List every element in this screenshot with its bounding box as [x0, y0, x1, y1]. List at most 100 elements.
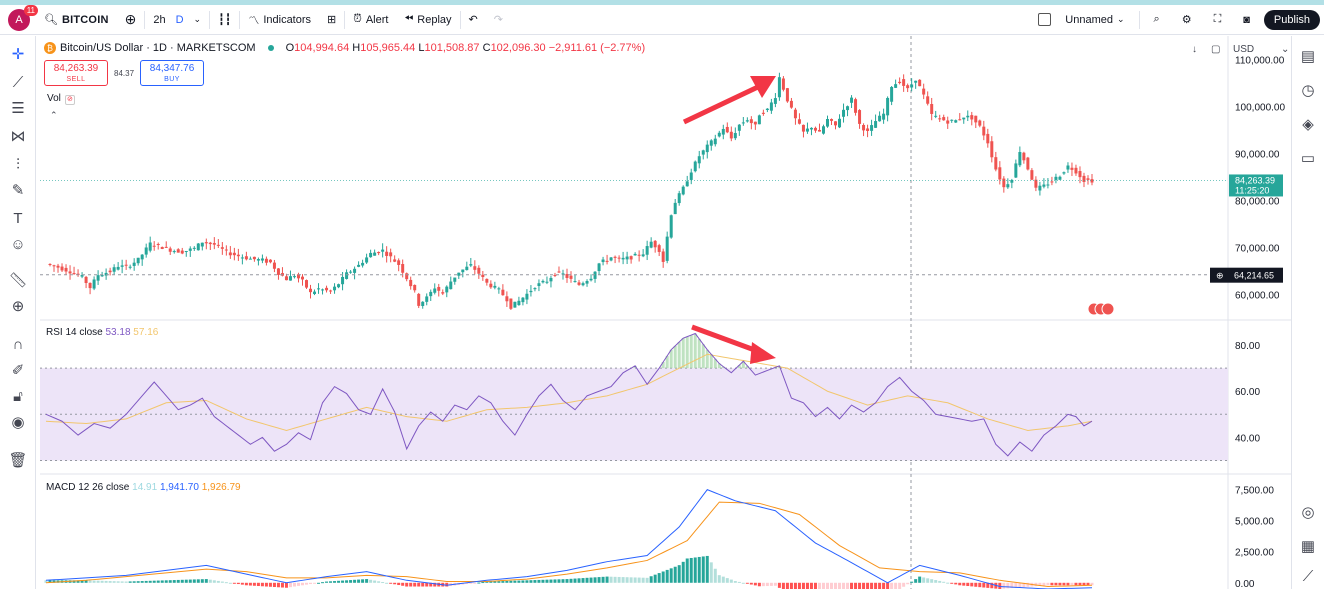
chart-type-button[interactable]: ┇┇	[210, 5, 239, 35]
crosshair-icon[interactable]: ✛	[11, 46, 25, 63]
eye-icon[interactable]: ◉	[11, 414, 25, 431]
candle-body	[317, 288, 321, 290]
candle-body	[224, 249, 228, 251]
macd-histogram-bar	[493, 581, 497, 583]
candle-body	[184, 250, 188, 252]
publish-button[interactable]: Publish	[1263, 9, 1320, 30]
macd-histogram-bar	[292, 582, 296, 587]
replay-label: Replay	[417, 13, 452, 26]
macd-histogram-bar	[373, 580, 377, 583]
candle-body	[625, 256, 629, 260]
target-icon[interactable]: ◎	[1301, 504, 1315, 521]
ruler-icon[interactable]: 📏︎	[8, 272, 28, 289]
trash-icon[interactable]: 🗑︎	[8, 452, 28, 469]
lock-drawing-icon[interactable]: ✐	[11, 362, 25, 379]
magnet-icon[interactable]: ∩	[12, 335, 24, 353]
rsi-ma-line	[45, 353, 1093, 431]
candle-body	[361, 262, 365, 266]
candle-body	[962, 117, 966, 120]
candle-body	[529, 290, 533, 293]
macd-histogram-bar	[549, 579, 553, 583]
avatar-letter: A	[15, 13, 23, 26]
candle-body	[793, 109, 797, 119]
candle-body	[1062, 172, 1066, 174]
rsi-legend[interactable]: RSI 14 close 53.18 57.16	[46, 327, 158, 338]
candle-body	[156, 244, 160, 246]
horizontal-lines-icon[interactable]: ☰	[11, 100, 25, 117]
compare-button[interactable]: ⊕	[117, 5, 145, 35]
widget-toolbar: ▤ ◷ ◈ ▭ ◎ ▦ ⟋	[1291, 36, 1324, 589]
accent-bar	[0, 0, 1324, 5]
candle-body	[248, 258, 252, 260]
quick-search-button[interactable]: ⌕	[1146, 5, 1168, 35]
trend-line-icon[interactable]: ⟋	[12, 73, 24, 91]
calendar-icon[interactable]: ▦	[1300, 538, 1316, 555]
macd-legend[interactable]: MACD 12 26 close 14.91 1,941.70 1,926.79	[46, 482, 241, 493]
snapshot-button[interactable]: ◙	[1235, 5, 1258, 35]
candle-body	[401, 264, 405, 273]
macd-histogram-bar	[180, 579, 184, 583]
collapse-legend-button[interactable]: ⌃	[50, 110, 58, 121]
rsi-line	[45, 332, 1093, 457]
macd-histogram-bar	[84, 580, 88, 583]
candle-body	[609, 257, 613, 261]
candle-body	[661, 251, 665, 262]
emoji-icon[interactable]: ☺	[10, 235, 26, 253]
macd-histogram-bar	[405, 582, 409, 587]
candle-body	[369, 252, 373, 258]
macd-histogram-bar	[361, 579, 365, 583]
currency-select[interactable]: USD	[1233, 44, 1254, 55]
currency-dropdown[interactable]: ⌄	[1281, 44, 1289, 55]
indicators-button[interactable]: 〽 Indicators	[240, 5, 319, 35]
macd-histogram-bar	[280, 582, 284, 588]
alert-button[interactable]: ⏰︎ Alert	[345, 5, 396, 35]
sell-button[interactable]: 84,263.39 SELL	[44, 60, 108, 86]
zoom-icon[interactable]: ⊕	[11, 298, 25, 315]
macd-histogram-bar	[196, 579, 200, 583]
layout-checkbox-icon	[1038, 13, 1052, 26]
macd-histogram-bar	[950, 582, 954, 584]
macd-histogram-bar	[1018, 582, 1022, 588]
macd-histogram-bar	[681, 561, 685, 583]
candle-body	[709, 140, 713, 146]
candle-body	[357, 264, 361, 267]
volume-legend[interactable]: Vol ⊘	[47, 93, 75, 105]
pane-move-down-button[interactable]: ↓	[1192, 44, 1197, 55]
watchlist-icon[interactable]: ▤	[1300, 48, 1316, 65]
candle-body	[573, 281, 577, 283]
price-tick-label: 70,000.00	[1235, 244, 1280, 255]
indicators-icon: 〽	[248, 14, 260, 27]
replay-button[interactable]: ⏪︎ Replay	[396, 5, 459, 35]
clock-icon[interactable]: ◷	[1301, 82, 1315, 99]
undo-button[interactable]: ↶	[461, 5, 486, 35]
settings-button[interactable]: ⚙	[1174, 5, 1200, 35]
symbol-search-button[interactable]: 🔍︎ BITCOIN	[36, 5, 117, 35]
redo-button[interactable]: ↷	[486, 5, 511, 35]
candle-body	[385, 251, 389, 256]
candle-body	[417, 293, 421, 306]
buy-button[interactable]: 84,347.76 BUY	[140, 60, 205, 86]
pencil-chart-icon[interactable]: ⟋	[1302, 567, 1314, 585]
templates-button[interactable]: ⊞	[319, 5, 344, 35]
interval-2h[interactable]: 2h	[145, 5, 173, 35]
square-icon: ▢	[1211, 44, 1221, 55]
candle-body	[954, 120, 958, 123]
pane-maximize-button[interactable]: ▢	[1211, 44, 1220, 55]
fullscreen-button[interactable]: ⛶	[1206, 5, 1230, 35]
candle-body	[453, 277, 457, 282]
text-icon[interactable]: T	[13, 209, 23, 227]
prediction-icon[interactable]: ⫶	[16, 155, 20, 173]
avatar[interactable]: A 11	[8, 4, 38, 31]
interval-d[interactable]: D	[174, 5, 186, 35]
lock-icon[interactable]: 🔓︎	[13, 387, 23, 405]
candle-body	[373, 252, 377, 256]
macd-histogram-bar	[661, 571, 665, 583]
layers-icon[interactable]: ◈	[1302, 116, 1314, 133]
pattern-icon[interactable]: ⋈	[10, 128, 26, 145]
chat-icon[interactable]: ▭	[1300, 150, 1316, 167]
interval-dropdown[interactable]: ⌄	[186, 5, 210, 35]
candle-body	[469, 264, 473, 266]
brush-icon[interactable]: ✎	[11, 182, 25, 199]
layout-button[interactable]: Unnamed ⌄	[1030, 5, 1132, 35]
